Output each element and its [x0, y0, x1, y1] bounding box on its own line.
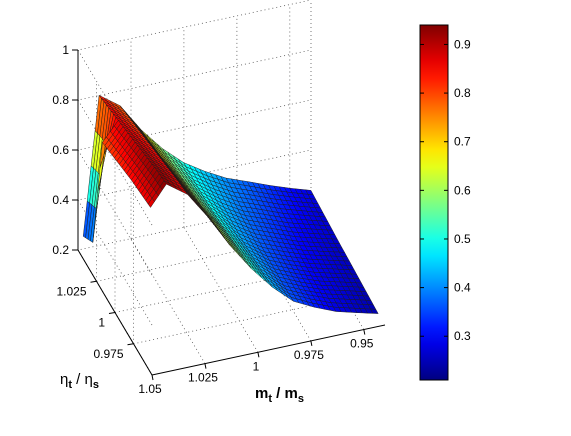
surface-layer: [83, 95, 378, 313]
colorbar-tick-label: 0.3: [454, 329, 471, 343]
colorbar-tick-label: 0.9: [454, 37, 471, 51]
z-tick-label: 0.8: [52, 93, 69, 107]
y-tick-mark: [128, 344, 134, 345]
z-tick-label: 0.6: [52, 143, 69, 157]
colorbar-tick-label: 0.5: [454, 232, 471, 246]
x-axis-label: mt / ms: [255, 385, 304, 405]
y-axis-label: ηt / ηs: [60, 371, 99, 391]
colorbar-tick-label: 0.8: [454, 86, 471, 100]
y-tick-mark: [91, 281, 97, 282]
colorbar-gradient: [420, 25, 448, 380]
x-tick-label: 0.975: [294, 348, 324, 362]
x-tick-mark: [152, 375, 153, 380]
z-tick-label: 0.2: [52, 243, 69, 257]
x-tick-mark: [364, 330, 365, 335]
x-tick-mark: [205, 364, 206, 369]
x-tick-mark: [311, 341, 312, 346]
colorbar: 0.3 0.4 0.5 0.6 0.7 0.8 0.9: [420, 25, 471, 380]
y-tick-label: 0.975: [93, 347, 123, 361]
y-tick-mark: [109, 313, 115, 314]
x-tick-label: 0.95: [350, 337, 374, 351]
x-tick-label: 1.05: [138, 382, 162, 396]
x-tick-label: 1.025: [188, 371, 218, 385]
z-tick-label: 0.4: [52, 193, 69, 207]
z-tick-label: 1: [62, 43, 69, 57]
x-tick-label: 1: [253, 359, 260, 373]
colorbar-tick-label: 0.6: [454, 183, 471, 197]
colorbar-tick-label: 0.4: [454, 281, 471, 295]
colorbar-tick-label: 0.7: [454, 135, 471, 149]
grid-line: [131, 239, 205, 364]
x-tick-mark: [258, 352, 259, 357]
y-tick-label: 1.025: [56, 284, 86, 298]
y-tick-label: 1: [98, 316, 105, 330]
